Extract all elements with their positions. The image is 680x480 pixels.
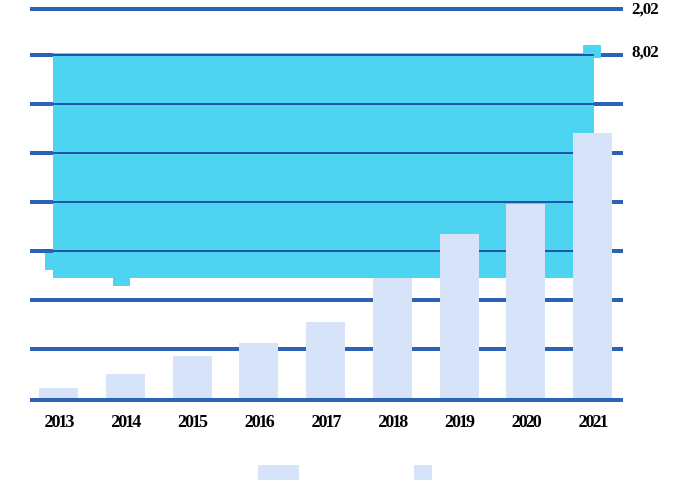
cyan-band-notch [583,45,601,58]
legend-swatch-1 [258,465,299,480]
cyan-band-notch [113,277,130,286]
x-axis-label: 2018 [378,411,408,431]
x-axis-label: 2014 [111,411,141,431]
annotation-top-value: 2,02 [632,0,659,18]
bar [306,322,345,398]
cyan-band-notch [45,253,53,270]
gridline-thin [53,250,594,252]
bar [372,277,412,398]
top-border-line [30,7,623,11]
x-axis-line [30,398,623,402]
bar [439,233,479,398]
x-axis-label: 2020 [511,411,542,431]
gridline-thin [53,54,594,56]
x-axis-label: 2016 [244,411,275,431]
x-axis-label: 2019 [445,411,475,431]
x-axis-label: 2017 [311,411,342,431]
bar [105,373,145,398]
x-axis-label: 2015 [178,411,208,431]
bar [506,204,546,398]
cyan-band [53,52,594,278]
annotation-band-value: 8,02 [632,42,659,61]
bar [239,343,279,398]
gridline-thin [53,201,594,203]
bar [172,356,212,398]
bar [39,388,78,398]
gridline [30,298,623,302]
x-axis-label: 2021 [578,411,609,431]
legend-swatch-2 [414,465,432,480]
bar [573,133,612,398]
gridline-thin [53,103,594,105]
gridline-thin [53,152,594,154]
x-axis-label: 2013 [44,411,75,431]
